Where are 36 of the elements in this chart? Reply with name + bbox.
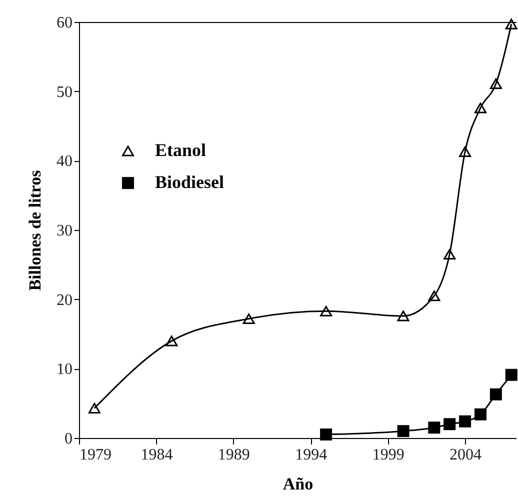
x-tick-label: 1989	[218, 446, 250, 464]
point	[490, 388, 502, 400]
point	[320, 428, 332, 441]
point	[459, 415, 472, 428]
point	[459, 146, 472, 157]
point	[320, 306, 332, 316]
legend-label: Biodiesel	[155, 172, 224, 192]
x-axis-title: Año	[282, 474, 314, 494]
x-tick-label: 1999	[372, 446, 404, 464]
y-axis-title: Billones de litros	[26, 170, 44, 291]
point	[397, 425, 410, 438]
point	[428, 422, 440, 434]
point	[505, 368, 518, 381]
x-tick-label: 1979	[80, 446, 112, 464]
x-tick-label: 1984	[140, 446, 173, 464]
y-tick-label: 50	[56, 84, 72, 101]
point	[242, 313, 255, 324]
y-tick-label: 10	[56, 361, 72, 378]
point	[474, 102, 486, 114]
point	[444, 248, 456, 260]
legend-label: Etanol	[155, 140, 206, 160]
x-tick-label: 2004	[450, 446, 482, 464]
point	[397, 310, 410, 322]
point	[88, 402, 100, 414]
y-tick-label: 30	[56, 222, 72, 240]
y-tick-label: 60	[56, 14, 72, 32]
point	[490, 78, 502, 89]
point	[474, 408, 486, 420]
y-tick-label: 0	[64, 430, 72, 448]
point	[166, 336, 178, 346]
point	[444, 418, 456, 430]
point	[428, 290, 440, 302]
point	[505, 18, 518, 30]
y-tick-label: 40	[56, 153, 72, 170]
y-tick-label: 20	[56, 292, 72, 309]
x-tick-label: 1994	[295, 446, 328, 464]
